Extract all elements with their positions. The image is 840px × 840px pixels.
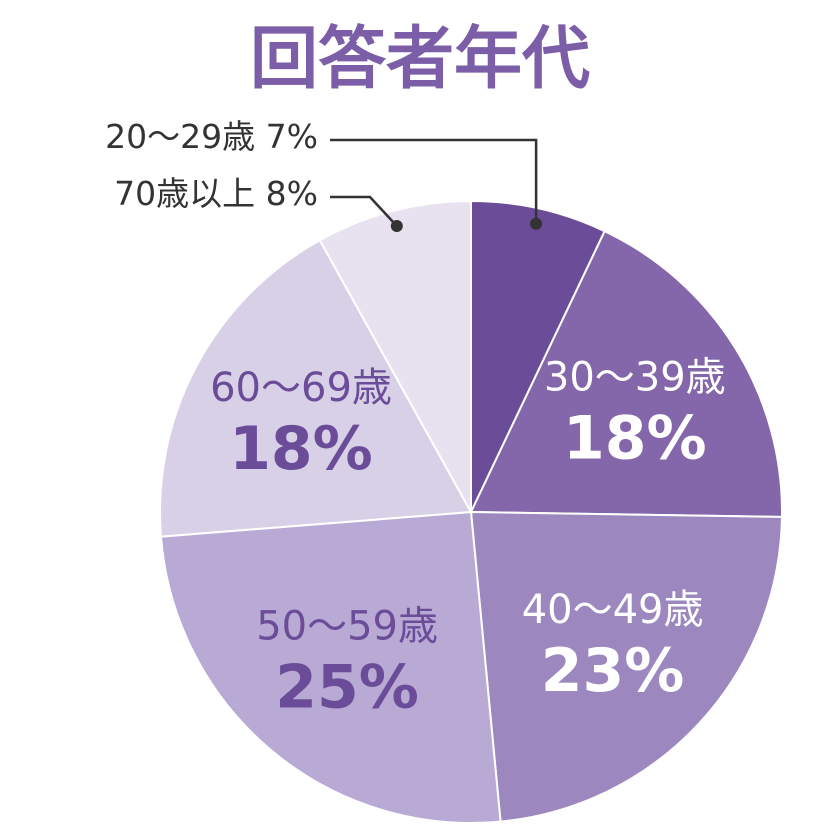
slice-value-label: 25% <box>275 653 419 723</box>
slice-value-label: 23% <box>541 636 685 706</box>
callout-leader-line <box>330 138 538 224</box>
pie-slice <box>159 238 473 538</box>
callout-label: 20〜29歳 7% <box>105 117 318 156</box>
pie-slices <box>159 199 783 824</box>
pie-slice <box>470 199 607 513</box>
slice-label: 30〜39歳 <box>544 354 726 400</box>
pie-slice <box>159 510 502 824</box>
slice-label: 50〜59歳 <box>256 604 438 650</box>
chart-title: 回答者年代 <box>250 20 590 99</box>
pie-slice <box>469 510 783 823</box>
slice-label: 60〜69歳 <box>210 365 392 411</box>
callout-dot <box>530 217 543 230</box>
pie-slice <box>469 229 783 518</box>
slice-value-label: 18% <box>229 414 373 484</box>
callout-labels: 20〜29歳 7% 70歳以上 8% <box>105 117 543 232</box>
callout-dot <box>390 220 403 232</box>
slice-label: 40〜49歳 <box>522 587 704 633</box>
callout-label: 70歳以上 8% <box>114 174 318 213</box>
slice-value-label: 18% <box>563 403 707 473</box>
callout-leader-line <box>330 195 398 227</box>
pie-slice <box>318 199 472 516</box>
